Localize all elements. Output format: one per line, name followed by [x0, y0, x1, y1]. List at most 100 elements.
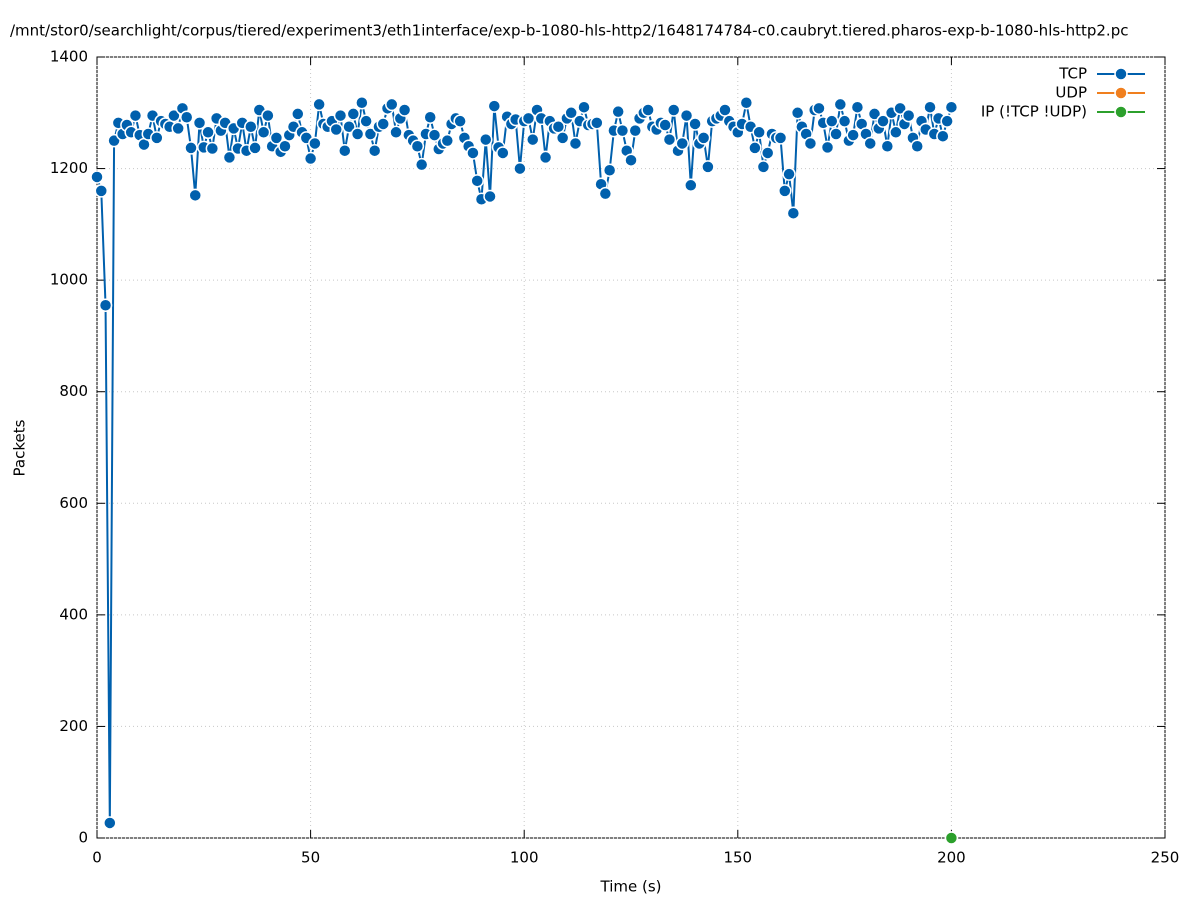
data-point	[278, 139, 292, 154]
legend-label: TCP	[1058, 65, 1087, 83]
data-point	[167, 108, 181, 123]
data-point	[641, 103, 655, 117]
data-point	[850, 100, 865, 114]
data-point	[675, 136, 690, 151]
x-tick-label: 50	[301, 849, 320, 867]
data-point	[880, 139, 895, 154]
x-tick-label: 150	[723, 849, 752, 867]
data-point	[590, 116, 604, 130]
data-point	[577, 100, 591, 114]
chart-title: /mnt/stor0/searchlight/corpus/tiered/exp…	[10, 22, 1128, 40]
data-point	[748, 141, 762, 155]
data-point	[658, 118, 672, 132]
data-point	[423, 110, 437, 124]
data-point	[786, 206, 801, 220]
data-point	[350, 127, 365, 141]
data-point	[256, 125, 271, 140]
series-line	[96, 102, 953, 823]
data-point	[812, 101, 826, 116]
data-point	[261, 108, 275, 123]
data-point	[833, 97, 848, 112]
data-point	[568, 136, 583, 151]
data-point	[466, 146, 480, 160]
data-point	[440, 133, 455, 148]
y-tick-label: 200	[59, 717, 88, 735]
data-point	[470, 174, 484, 188]
data-point	[739, 95, 754, 110]
data-point	[397, 103, 412, 117]
y-tick-label: 1000	[50, 271, 88, 289]
data-point	[367, 143, 382, 158]
data-point	[248, 141, 262, 155]
y-tick-label: 1200	[50, 159, 88, 177]
data-point	[303, 151, 318, 166]
y-tick-label: 600	[59, 494, 88, 512]
data-point	[521, 111, 536, 126]
y-tick-label: 800	[59, 382, 88, 400]
data-point	[778, 184, 792, 198]
data-point	[150, 131, 164, 145]
data-point	[355, 95, 369, 110]
data-point	[103, 816, 117, 830]
data-point	[329, 122, 343, 137]
data-point	[718, 103, 732, 117]
legend-marker	[1114, 86, 1128, 100]
data-point	[363, 127, 378, 141]
legend-label: UDP	[1055, 84, 1087, 102]
data-point	[338, 143, 352, 158]
data-point	[333, 108, 348, 123]
data-point	[453, 114, 467, 128]
x-tick-label: 100	[510, 849, 539, 867]
x-tick-label: 200	[937, 849, 966, 867]
data-point	[188, 188, 203, 203]
data-point	[525, 132, 540, 147]
data-point	[628, 123, 643, 138]
data-point	[624, 153, 638, 167]
data-point	[876, 114, 890, 128]
data-point	[385, 97, 399, 112]
data-point	[538, 150, 553, 165]
data-point	[312, 97, 326, 112]
data-point	[773, 131, 788, 145]
data-point	[615, 123, 630, 138]
data-point	[846, 128, 860, 142]
data-point	[555, 131, 570, 145]
data-point	[662, 132, 677, 147]
data-point	[222, 150, 237, 165]
data-point	[291, 107, 305, 121]
data-point	[820, 140, 835, 155]
data-point	[389, 125, 403, 140]
data-point	[867, 107, 882, 121]
data-point	[910, 139, 924, 154]
data-point	[889, 125, 903, 140]
data-point	[94, 184, 109, 198]
data-point	[598, 186, 613, 201]
data-point	[936, 129, 950, 143]
data-point	[479, 132, 493, 147]
data-point	[611, 104, 625, 119]
data-point	[602, 163, 617, 177]
data-point	[679, 108, 694, 123]
data-point	[487, 99, 502, 113]
data-point	[342, 119, 356, 134]
data-point	[201, 125, 215, 140]
y-tick-label: 1400	[50, 48, 88, 66]
legend-marker	[1114, 105, 1128, 119]
x-tick-label: 0	[92, 849, 102, 867]
data-point	[427, 128, 442, 142]
x-axis-label: Time (s)	[600, 878, 662, 896]
data-point	[244, 119, 258, 134]
data-point	[513, 161, 527, 176]
data-point	[179, 110, 194, 124]
data-point	[376, 117, 390, 131]
data-point	[944, 831, 959, 845]
data-point	[410, 139, 425, 154]
y-tick-label: 400	[59, 605, 88, 623]
data-point	[184, 141, 198, 155]
data-point	[782, 167, 796, 181]
plot-frame	[96, 56, 1166, 839]
data-point	[752, 125, 766, 140]
data-point	[192, 116, 207, 130]
data-point	[701, 160, 715, 174]
